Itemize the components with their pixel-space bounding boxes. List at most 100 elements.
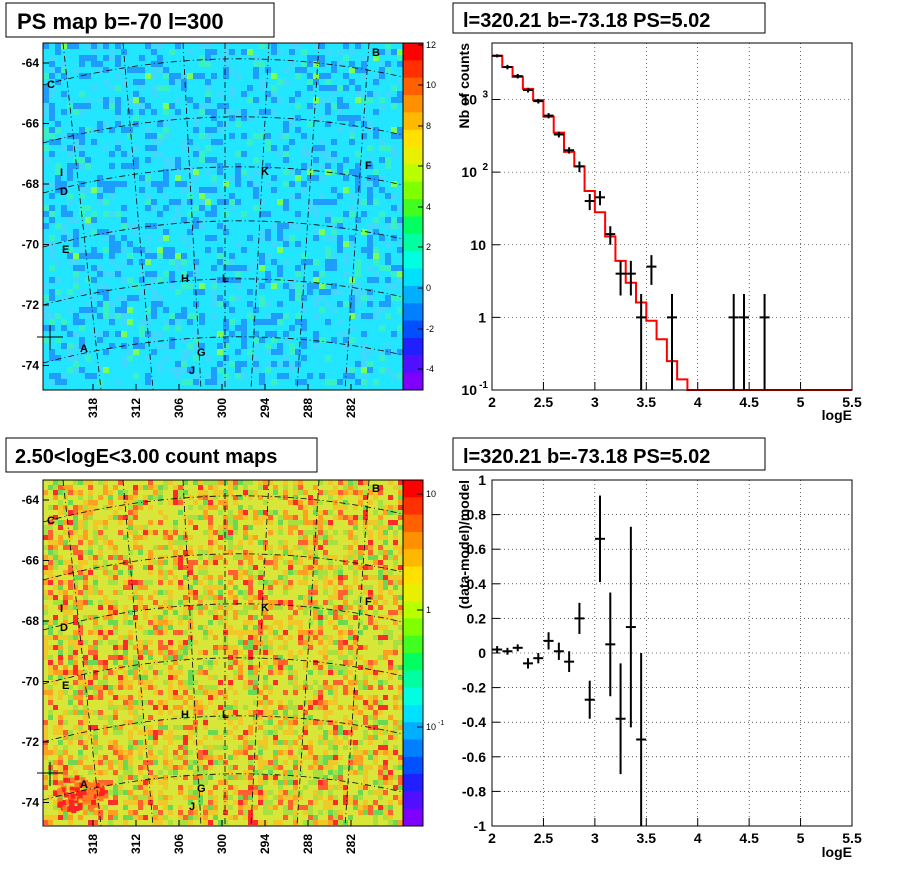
map-pixel: [143, 565, 148, 570]
map-pixel: [298, 555, 303, 560]
map-pixel: [208, 690, 213, 695]
map-pixel: [301, 61, 307, 67]
map-pixel: [253, 169, 259, 175]
map-pixel: [203, 605, 208, 610]
map-pixel: [295, 169, 301, 175]
map-pixel: [83, 670, 88, 675]
map-pixel: [103, 535, 108, 540]
map-pixel: [338, 765, 343, 770]
map-pixel: [128, 585, 133, 590]
map-pixel: [343, 175, 349, 181]
map-pixel: [208, 550, 213, 555]
map-pixel: [88, 495, 93, 500]
map-pixel: [73, 635, 78, 640]
map-pixel: [313, 700, 318, 705]
map-pixel: [343, 331, 349, 337]
map-pixel: [353, 550, 358, 555]
map-pixel: [158, 815, 163, 820]
map-pixel: [233, 600, 238, 605]
map-pixel: [213, 800, 218, 805]
map-pixel: [115, 307, 121, 313]
map-pixel: [355, 43, 361, 49]
map-pixel: [199, 289, 205, 295]
map-pixel: [188, 735, 193, 740]
map-pixel: [268, 775, 273, 780]
map-pixel: [307, 289, 313, 295]
map-pixel: [138, 740, 143, 745]
map-pixel: [127, 295, 133, 301]
map-pixel: [367, 157, 373, 163]
map-pixel: [368, 700, 373, 705]
map-pixel: [78, 570, 83, 575]
map-pixel: [238, 635, 243, 640]
map-pixel: [188, 680, 193, 685]
map-pixel: [258, 650, 263, 655]
map-pixel: [199, 313, 205, 319]
latitude-line: [42, 278, 404, 306]
map-pixel: [289, 343, 295, 349]
map-pixel: [355, 151, 361, 157]
map-pixel: [343, 555, 348, 560]
map-pixel: [319, 43, 325, 49]
source-label-i: I: [60, 603, 63, 615]
map-pixel: [133, 79, 139, 85]
map-pixel: [53, 505, 58, 510]
map-pixel: [278, 620, 283, 625]
map-pixel: [127, 127, 133, 133]
map-pixel: [295, 241, 301, 247]
map-pixel: [331, 307, 337, 313]
map-pixel: [158, 565, 163, 570]
map-pixel: [61, 325, 67, 331]
map-pixel: [188, 505, 193, 510]
map-pixel: [353, 725, 358, 730]
map-pixel: [383, 695, 388, 700]
map-pixel: [223, 229, 229, 235]
map-pixel: [319, 73, 325, 79]
map-pixel: [343, 253, 349, 259]
map-pixel: [398, 675, 403, 680]
map-pixel: [333, 750, 338, 755]
map-pixel: [259, 199, 265, 205]
map-pixel: [373, 510, 378, 515]
map-pixel: [318, 660, 323, 665]
map-pixel: [218, 530, 223, 535]
map-pixel: [78, 680, 83, 685]
map-pixel: [308, 585, 313, 590]
map-pixel: [205, 79, 211, 85]
map-pixel: [343, 745, 348, 750]
map-pixel: [193, 710, 198, 715]
map-pixel: [319, 193, 325, 199]
map-pixel: [187, 181, 193, 187]
map-pixel: [318, 735, 323, 740]
map-pixel: [385, 265, 391, 271]
map-pixel: [121, 217, 127, 223]
map-pixel: [253, 277, 259, 283]
map-pixel: [123, 580, 128, 585]
map-pixel: [128, 765, 133, 770]
map-pixel: [67, 307, 73, 313]
map-pixel: [397, 295, 403, 301]
map-pixel: [343, 665, 348, 670]
map-pixel: [133, 715, 138, 720]
map-pixel: [178, 500, 183, 505]
residual-grid: [491, 479, 853, 827]
map-pixel: [398, 820, 403, 825]
map-pixel: [278, 665, 283, 670]
map-pixel: [93, 650, 98, 655]
map-pixel: [121, 259, 127, 265]
map-pixel: [388, 665, 393, 670]
map-pixel: [43, 91, 49, 97]
map-pixel: [343, 675, 348, 680]
map-pixel: [293, 495, 298, 500]
map-pixel: [248, 595, 253, 600]
map-pixel: [368, 705, 373, 710]
map-pixel: [187, 313, 193, 319]
map-pixel: [303, 685, 308, 690]
map-pixel: [278, 780, 283, 785]
map-pixel: [175, 73, 181, 79]
map-pixel: [163, 655, 168, 660]
map-pixel: [205, 157, 211, 163]
map-pixel: [163, 121, 169, 127]
map-pixel: [193, 169, 199, 175]
map-pixel: [168, 665, 173, 670]
